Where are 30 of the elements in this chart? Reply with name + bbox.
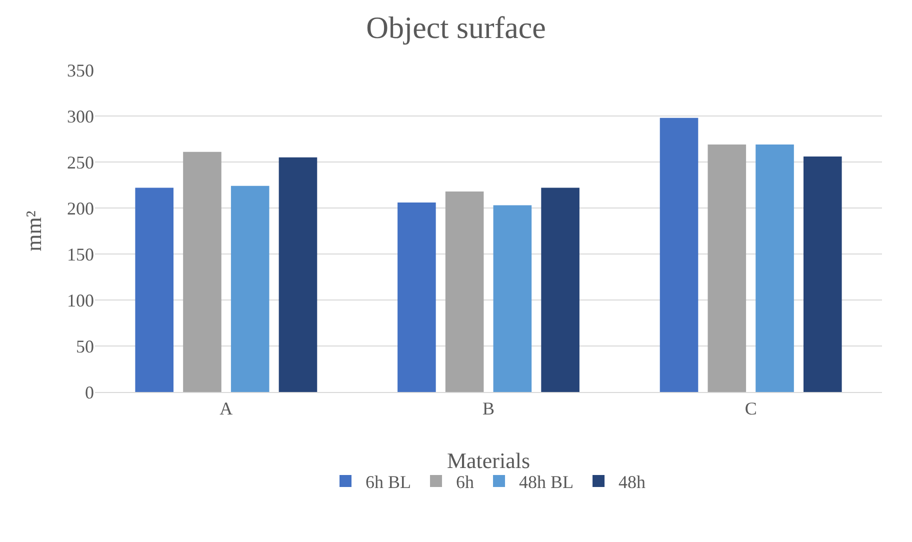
y-tick-label: 150 xyxy=(67,244,94,264)
bar xyxy=(708,144,746,392)
bar xyxy=(804,156,842,392)
bar xyxy=(493,205,532,392)
legend-label: 6h xyxy=(456,472,474,492)
y-axis-title: mm² xyxy=(21,210,46,252)
x-tick-label: C xyxy=(744,398,757,419)
y-tick-label: 250 xyxy=(67,152,94,172)
legend-label: 48h xyxy=(618,472,646,492)
legend-label: 6h BL xyxy=(366,472,412,492)
x-tick-label: A xyxy=(220,398,233,419)
y-tick-label: 200 xyxy=(67,198,94,218)
bar xyxy=(230,186,270,392)
bar xyxy=(183,152,222,392)
bar xyxy=(541,188,580,392)
chart-title: Object surface xyxy=(366,10,546,45)
bar xyxy=(135,188,174,392)
bar xyxy=(445,191,484,392)
x-tick-label: B xyxy=(482,398,495,419)
y-tick-label: 100 xyxy=(67,290,94,310)
y-tick-label: 300 xyxy=(67,106,94,126)
bar xyxy=(278,157,318,392)
y-tick-label: 0 xyxy=(85,382,94,402)
y-tick-label: 50 xyxy=(76,336,94,356)
bar xyxy=(398,202,436,392)
bar xyxy=(756,144,794,392)
y-tick-label: 350 xyxy=(67,60,94,80)
x-axis-title: Materials xyxy=(446,448,530,473)
bar xyxy=(660,118,698,392)
legend-label: 48h BL xyxy=(519,472,574,492)
